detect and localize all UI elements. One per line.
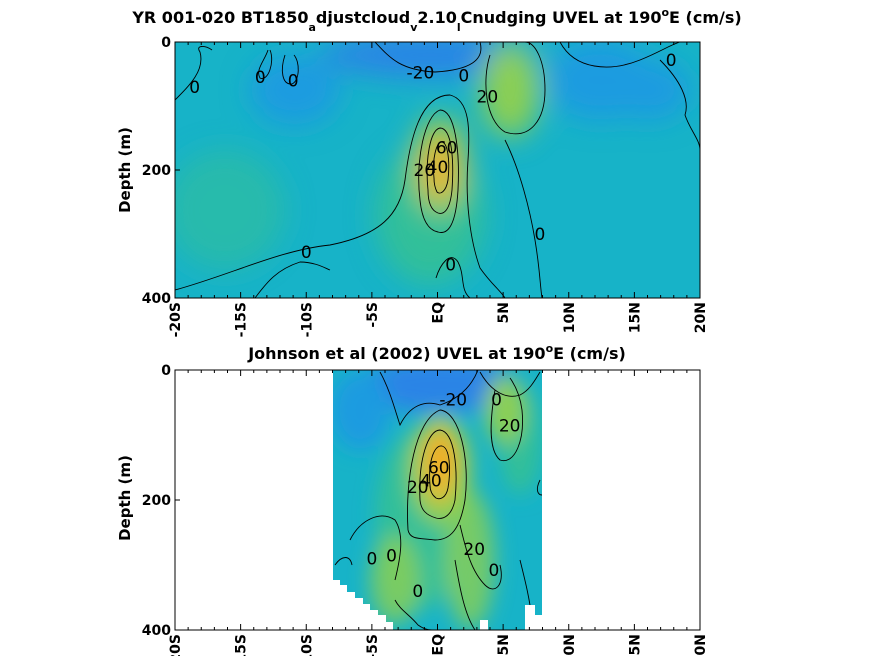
contour-label: 0 (534, 225, 545, 245)
y-tick-label: 0 (161, 35, 171, 51)
panel-2-missing-data-right (525, 605, 542, 630)
contour-label: 0 (301, 243, 312, 263)
contour-label: 20 (463, 540, 485, 560)
contour-label: 20 (477, 87, 499, 107)
panel-2-title: Johnson et al (2002) UVEL at 190oE (cm/s… (247, 342, 626, 363)
contour-label: 0 (491, 390, 502, 410)
contour-label: 0 (366, 550, 377, 570)
contour-label: 0 (255, 68, 266, 88)
x-tick-label: 5N (496, 302, 512, 323)
x-tick-label: -5S (365, 302, 381, 328)
contour-label: 0 (445, 256, 456, 276)
contour-label: 0 (458, 66, 469, 86)
panel-1-y-ticks: 0 200 400 (142, 35, 180, 307)
x-tick-label: 20N (693, 302, 709, 333)
panel-2: Johnson et al (2002) UVEL at 190oE (cm/s… (116, 342, 709, 656)
x-tick-label: -20S (168, 302, 184, 337)
y-tick-label: 400 (142, 291, 171, 307)
panel-2-heatmap (333, 370, 542, 630)
panel-2-missing-data-bottom (480, 620, 488, 630)
panel-1-title: YR 001-020 BT1850adjustcloudv2.10lCnudgi… (131, 6, 741, 34)
x-tick-label: 15N (627, 634, 643, 656)
x-tick-label: -10S (299, 634, 315, 656)
contour-label: 0 (489, 561, 500, 581)
contour-label: 20 (499, 416, 521, 436)
contour-label: 0 (288, 71, 299, 91)
contour-label: 0 (386, 546, 397, 566)
y-tick-label: 0 (161, 363, 171, 379)
contour-label: 0 (412, 582, 423, 602)
x-tick-label: -5S (365, 634, 381, 656)
contour-label: 40 (427, 158, 449, 178)
y-tick-label: 200 (142, 163, 171, 179)
y-tick-label: 200 (142, 493, 171, 509)
y-tick-label: 400 (142, 623, 171, 639)
contour-label: 60 (428, 459, 450, 479)
contour-label: 40 (420, 472, 442, 492)
x-tick-label: 5N (496, 634, 512, 655)
panel-2-x-ticks: -20S -15S -10S -5S EQ 5N 10N 15N 20N (168, 370, 709, 656)
panel-2-missing-data-left (333, 580, 393, 630)
panel-1-heatmap (175, 42, 700, 298)
x-tick-label: 10N (562, 634, 578, 656)
contour-label: 20 (407, 478, 429, 498)
contour-label: 0 (189, 78, 200, 98)
contour-label: 0 (666, 51, 677, 71)
panel-2-ylabel: Depth (m) (116, 455, 134, 541)
x-tick-label: EQ (431, 302, 447, 324)
x-tick-label: 10N (562, 302, 578, 333)
contour-label: -20 (439, 390, 467, 410)
x-tick-label: -15S (234, 634, 250, 656)
x-tick-label: EQ (431, 634, 447, 656)
contour-label: -20 (407, 64, 435, 84)
x-tick-label: 20N (693, 634, 709, 656)
contour-label: 20 (414, 161, 436, 181)
x-tick-label: -10S (299, 302, 315, 337)
x-tick-label: -20S (168, 634, 184, 656)
contour-label: 60 (436, 139, 458, 159)
panel-1: YR 001-020 BT1850adjustcloudv2.10lCnudgi… (116, 6, 742, 337)
x-tick-label: 15N (627, 302, 643, 333)
panel-2-y-ticks: 0 200 400 (142, 363, 180, 639)
x-tick-label: -15S (234, 302, 250, 337)
panel-1-x-ticks: -20S -15S -10S -5S EQ 5N 10N 15N 20N (168, 42, 709, 337)
panel-1-ylabel: Depth (m) (116, 127, 134, 213)
